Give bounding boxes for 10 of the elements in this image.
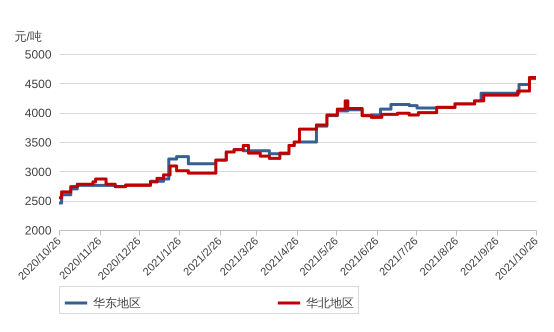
y-tick-label: 4000 bbox=[24, 106, 52, 120]
y-tick-label: 3000 bbox=[24, 164, 52, 179]
y-tick-label: 2000 bbox=[24, 224, 52, 238]
y-tick-label: 3500 bbox=[24, 136, 52, 150]
y-tick-label: 5000 bbox=[24, 48, 52, 62]
legend-label: 华北地区 bbox=[306, 296, 354, 310]
y-tick-label: 2500 bbox=[24, 194, 52, 208]
y-axis-title: 元/吨 bbox=[14, 30, 42, 44]
y-tick-label: 4500 bbox=[24, 76, 52, 91]
legend-label: 华东地区 bbox=[93, 296, 141, 310]
